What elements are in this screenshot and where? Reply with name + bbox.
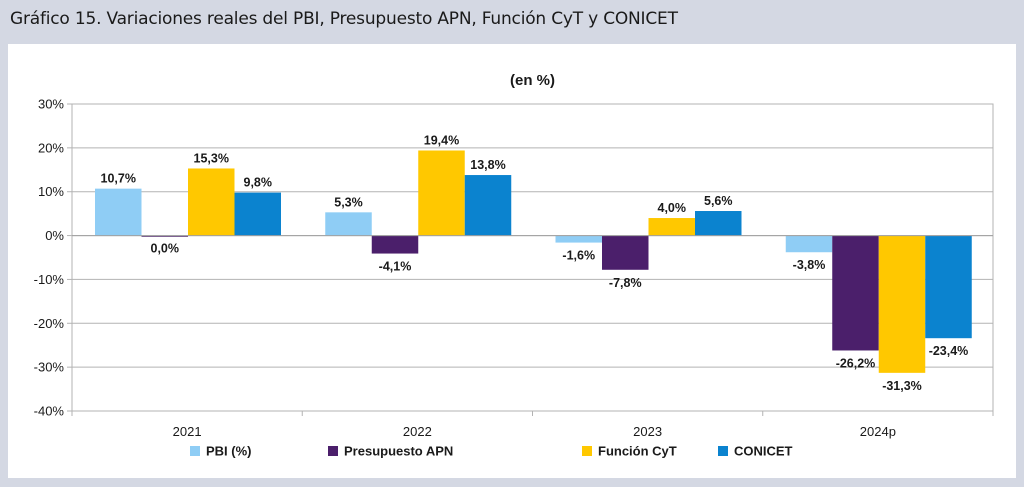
data-label: 19,4%: [424, 133, 459, 147]
y-tick-label: 0%: [45, 228, 64, 243]
bar: [371, 235, 419, 254]
y-tick-label: 30%: [38, 97, 64, 112]
legend-label: Presupuesto APN: [344, 444, 453, 459]
data-label: 5,6%: [704, 194, 733, 208]
bar: [464, 175, 512, 236]
x-tick-label: 2021: [173, 424, 202, 439]
data-label: -31,3%: [882, 379, 922, 393]
bar: [418, 150, 465, 236]
y-tick-label: 20%: [38, 140, 64, 155]
x-tick-label: 2023: [633, 424, 662, 439]
legend-label: PBI (%): [206, 444, 252, 459]
bar: [141, 235, 188, 237]
legend-swatch: [718, 446, 728, 456]
data-label: -3,8%: [793, 258, 826, 272]
bar: [188, 168, 235, 236]
bar: [602, 235, 649, 270]
data-label: 4,0%: [658, 201, 687, 215]
x-tick-label: 2024p: [860, 424, 896, 439]
data-label: 5,3%: [334, 195, 363, 209]
bar: [925, 235, 972, 339]
legend-swatch: [328, 446, 338, 456]
y-tick-label: -10%: [34, 272, 65, 287]
data-label: -7,8%: [609, 276, 642, 290]
bar: [785, 235, 833, 253]
y-tick-label: -40%: [34, 404, 65, 419]
bar: [648, 218, 695, 236]
bar: [95, 188, 142, 236]
data-label: -4,1%: [379, 260, 412, 274]
data-label: 0,0%: [151, 242, 180, 256]
legend-swatch: [582, 446, 592, 456]
data-label: 9,8%: [244, 176, 273, 190]
chart-heading: Gráfico 15. Variaciones reales del PBI, …: [10, 9, 678, 29]
data-label: 15,3%: [194, 151, 229, 165]
legend-swatch: [190, 446, 200, 456]
y-tick-label: -20%: [34, 316, 65, 331]
y-tick-label: 10%: [38, 184, 64, 199]
chart-subtitle: (en %): [510, 72, 555, 89]
data-label: 10,7%: [101, 172, 136, 186]
data-label: 13,8%: [470, 158, 505, 172]
bar: [832, 235, 879, 351]
bar: [325, 212, 372, 236]
data-label: -1,6%: [562, 249, 595, 263]
x-tick-label: 2022: [403, 424, 432, 439]
legend-label: CONICET: [734, 444, 793, 459]
bar: [555, 235, 602, 243]
legend-label: Función CyT: [598, 444, 677, 459]
bar: [878, 235, 926, 373]
bar: [234, 192, 281, 236]
data-label: -23,4%: [929, 344, 969, 358]
y-tick-label: -30%: [34, 360, 65, 375]
data-label: -26,2%: [836, 356, 876, 370]
bar: [695, 211, 742, 236]
